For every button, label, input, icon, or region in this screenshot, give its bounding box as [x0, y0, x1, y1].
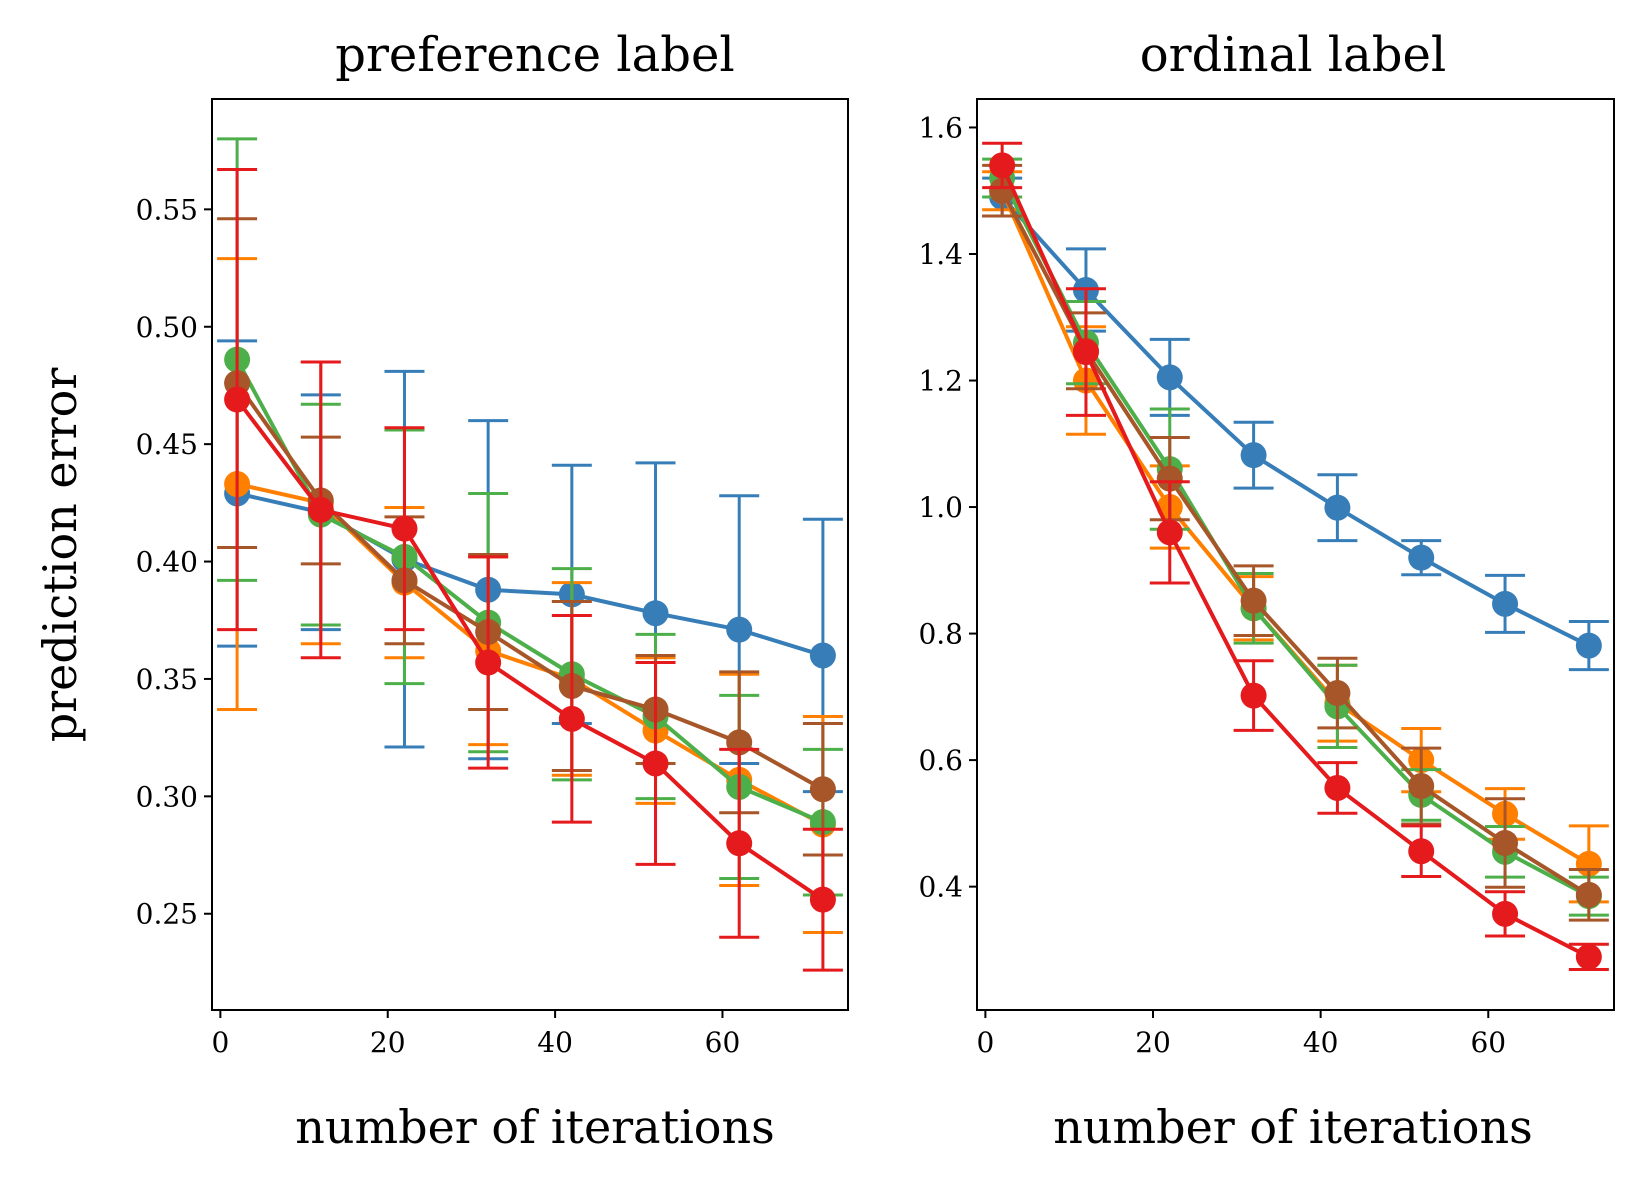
data-point [1492, 900, 1519, 927]
x-tick-label: 40 [1303, 1026, 1339, 1059]
data-point [1408, 544, 1435, 571]
y-tick-label: 0.35 [136, 663, 198, 696]
series-2 [217, 257, 843, 935]
data-point [726, 830, 753, 857]
series-line [1000, 189, 1590, 897]
data-point [1492, 829, 1519, 856]
data-point [989, 152, 1016, 179]
axes-frame [976, 98, 1615, 1011]
series-line [1000, 164, 1590, 959]
axes-frame [211, 98, 849, 1011]
y-tick-label: 1.0 [918, 491, 963, 524]
panel-title: ordinal label [1140, 27, 1447, 83]
data-point [558, 705, 585, 732]
y-tick-label: 0.50 [136, 311, 198, 344]
y-tick-label: 0.55 [136, 193, 198, 226]
series-5 [982, 141, 1609, 972]
x-tick-label: 0 [976, 1026, 994, 1059]
series-line [235, 381, 824, 792]
y-tick-label: 1.2 [918, 365, 963, 398]
data-point [1324, 774, 1351, 801]
y-tick-label: 0.4 [918, 871, 963, 904]
data-point [1156, 465, 1183, 492]
data-point [1324, 494, 1351, 521]
x-axis-label: number of iterations [295, 1100, 774, 1154]
data-point [1492, 590, 1519, 617]
data-point [809, 776, 836, 803]
series-1 [217, 339, 843, 794]
data-point [809, 642, 836, 669]
data-point [1575, 632, 1602, 659]
data-point [1408, 773, 1435, 800]
data-point [1072, 339, 1099, 366]
series-3 [982, 157, 1609, 917]
x-tick-label: 20 [370, 1026, 406, 1059]
data-point [475, 649, 502, 676]
series-line [1000, 177, 1590, 898]
data-point [391, 515, 418, 542]
data-point [1156, 519, 1183, 546]
data-point [1324, 680, 1351, 707]
data-point [1408, 838, 1435, 865]
x-tick-label: 40 [537, 1026, 573, 1059]
plot-area: 0 20 40 60 0.25 0.30 0.35 0.40 0.45 0.50 0.55 [136, 98, 849, 1059]
data-point [642, 600, 669, 627]
series-line [1000, 195, 1590, 648]
x-axis-label: number of iterations [1053, 1100, 1532, 1154]
x-tick-label: 20 [1135, 1026, 1171, 1059]
data-point [1156, 364, 1183, 391]
data-point [307, 496, 334, 523]
data-point [726, 616, 753, 643]
y-tick-label: 0.25 [136, 898, 198, 931]
y-tick-label: 0.30 [136, 780, 198, 813]
series-1 [982, 176, 1609, 672]
data-point [1240, 587, 1267, 614]
data-point [642, 750, 669, 777]
data-point [1575, 943, 1602, 970]
y-axis-label: prediction error [33, 368, 87, 743]
series-5 [217, 167, 843, 972]
x-tick-label: 60 [705, 1026, 741, 1059]
y-tick-label: 0.40 [136, 546, 198, 579]
y-tick-label: 0.45 [136, 428, 198, 461]
panel-ordinal-label: ordinal label number of iterations 0 20 40… [918, 27, 1615, 1154]
plot-area: 0 20 40 60 0.4 0.6 0.8 1.0 1.2 1.4 1.6 [918, 98, 1615, 1059]
panel-preference-label: preference label number of iterations pr… [33, 27, 849, 1154]
data-point [1575, 881, 1602, 908]
series-4 [217, 217, 843, 857]
panel-title: preference label [335, 27, 735, 83]
data-point [809, 886, 836, 913]
y-tick-label: 1.6 [918, 111, 963, 144]
y-tick-label: 0.6 [918, 744, 963, 777]
x-tick-label: 60 [1470, 1026, 1506, 1059]
data-point [224, 386, 251, 413]
data-point [1240, 442, 1267, 469]
data-point [1240, 682, 1267, 709]
series-line [235, 398, 825, 902]
series-line [235, 358, 824, 825]
x-tick-label: 0 [211, 1026, 229, 1059]
y-tick-label: 0.8 [918, 618, 963, 651]
y-tick-label: 1.4 [918, 238, 963, 271]
